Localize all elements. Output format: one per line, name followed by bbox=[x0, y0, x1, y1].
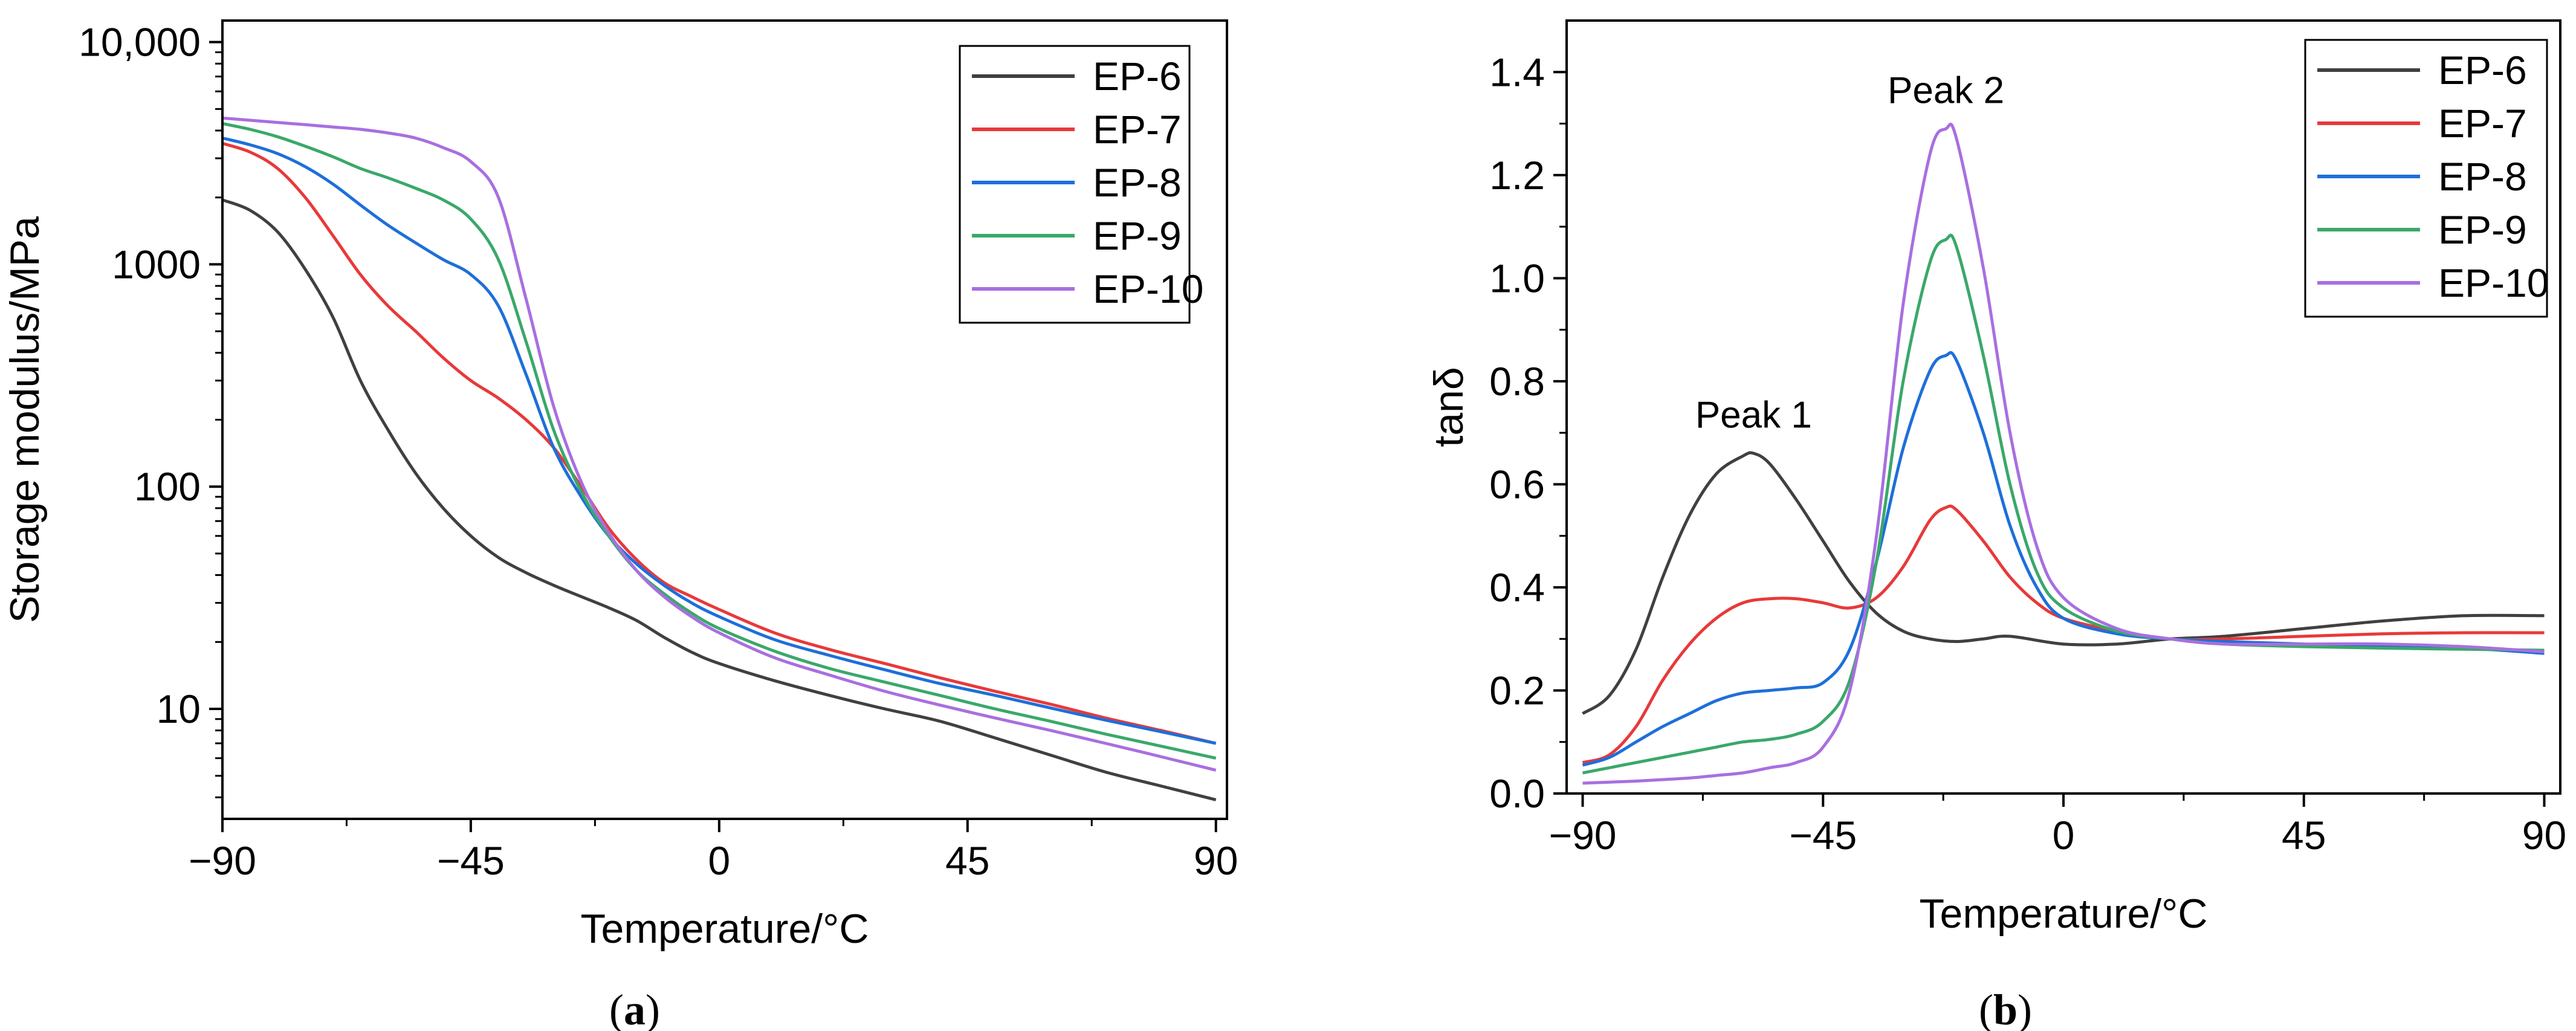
panel-b-series-line-ep-10 bbox=[1582, 123, 2545, 785]
panel-b-x-tick-label: −45 bbox=[1789, 813, 1857, 858]
panel-a-y-tick-label: 1000 bbox=[112, 242, 201, 286]
panel-b-annotation-label: Peak 1 bbox=[1695, 395, 1812, 436]
panel-b-x-axis-label: Temperature/°C bbox=[1920, 891, 2208, 937]
panel-a-legend-label-ep-8: EP-8 bbox=[1093, 160, 1182, 205]
panel-b-series-group bbox=[1582, 123, 2545, 785]
panel-b-x-tick-label: 90 bbox=[2522, 813, 2566, 858]
panel-a-caption-close: ) bbox=[646, 986, 660, 1031]
panel-b-annotations: Peak 1 Peak 2 bbox=[1695, 69, 2004, 436]
panel-b-caption-letter: b bbox=[1993, 986, 2018, 1031]
panel-a-series-line-ep-6 bbox=[222, 198, 1217, 801]
panel-b-legend-label-ep-6: EP-6 bbox=[2438, 48, 2527, 92]
panel-b-series-line-ep-6 bbox=[1582, 451, 2545, 715]
panel-b-legend-label-ep-8: EP-8 bbox=[2438, 154, 2527, 199]
panel-a-caption: (a) bbox=[609, 986, 660, 1031]
panel-b-x-tick-label: −90 bbox=[1549, 813, 1617, 858]
panel-b-series-line-ep-8 bbox=[1582, 351, 2545, 767]
panel-b-series-line-ep-7 bbox=[1582, 504, 2545, 764]
panel-b-legend-label-ep-10: EP-10 bbox=[2438, 260, 2549, 305]
panel-b-x-tick-label: 0 bbox=[2053, 813, 2075, 858]
panel-b-plot-frame bbox=[1565, 19, 2561, 795]
panel-a-series-line-ep-9 bbox=[222, 121, 1217, 760]
panel-b-caption: (b) bbox=[1979, 986, 2032, 1031]
panel-b-y-tick-label: 0.8 bbox=[1489, 359, 1545, 404]
panel-a-y-tick-label: 100 bbox=[134, 464, 201, 509]
panel-a-y-tick-label: 10,000 bbox=[79, 20, 201, 65]
panel-b-caption-open: ( bbox=[1979, 986, 1993, 1031]
panel-b-y-tick-label: 0.6 bbox=[1489, 462, 1545, 506]
panel-a-series-line-ep-7 bbox=[222, 141, 1217, 745]
panel-a-legend: EP-6 EP-7 EP-8 EP-9 EP-10 bbox=[959, 45, 1203, 324]
panel-b-legend-label-ep-7: EP-7 bbox=[2438, 101, 2527, 146]
panel-a-plot-frame bbox=[221, 19, 1228, 820]
panel-a-legend-label-ep-9: EP-9 bbox=[1093, 213, 1182, 258]
panel-a-legend-label-ep-10: EP-10 bbox=[1093, 267, 1203, 311]
panel-a-legend-label-ep-7: EP-7 bbox=[1093, 107, 1182, 152]
panel-a-caption-open: ( bbox=[609, 986, 624, 1031]
panel-b-y-tick-label: 1.4 bbox=[1489, 50, 1545, 94]
panel-b-y-tick-label: 1.2 bbox=[1489, 153, 1545, 198]
panel-a-x-tick-label: 90 bbox=[1194, 838, 1238, 883]
panel-b-y-tick-label: 0.4 bbox=[1489, 565, 1545, 610]
panel-a-y-axis-label: Storage modulus/MPa bbox=[2, 216, 48, 623]
panel-a-series-group bbox=[222, 116, 1217, 801]
panel-b-y-axis-label: tanδ bbox=[1426, 367, 1472, 447]
panel-a-x-tick-label: −45 bbox=[437, 838, 505, 883]
panel-b-caption-close: ) bbox=[2018, 986, 2032, 1031]
panel-b-legend-label-ep-9: EP-9 bbox=[2438, 207, 2527, 252]
panel-a-x-tick-label: 45 bbox=[945, 838, 989, 883]
panel-a-legend-label-ep-6: EP-6 bbox=[1093, 54, 1182, 99]
panel-b-y-tick-label: 0.2 bbox=[1489, 668, 1545, 713]
panel-a-y-tick-label: 10 bbox=[157, 687, 201, 731]
panel-a-x-axis-label: Temperature/°C bbox=[581, 906, 869, 952]
panel-a-series-line-ep-10 bbox=[222, 116, 1217, 772]
panel-b-annotation-label: Peak 2 bbox=[1888, 69, 2004, 111]
panel-a-tick-group: −90 −45 0 45 90 10 100 1000 10,000 bbox=[79, 20, 1238, 883]
panel-b-x-tick-label: 45 bbox=[2282, 813, 2326, 858]
panel-b-y-tick-label: 0.0 bbox=[1489, 771, 1545, 816]
panel-a-caption-letter: a bbox=[624, 986, 646, 1031]
panel-b-legend: EP-6 EP-7 EP-8 EP-9 EP-10 bbox=[2304, 39, 2549, 318]
panel-a-x-tick-label: −90 bbox=[189, 838, 256, 883]
panel-a-x-tick-label: 0 bbox=[708, 838, 731, 883]
panel-b-chart: −90 −45 0 45 90 0.0 0.2 0.4 0.6 0.8 1.0 1.2 1.4 Peak… bbox=[1426, 19, 2566, 1031]
panel-b-y-tick-label: 1.0 bbox=[1489, 256, 1545, 300]
